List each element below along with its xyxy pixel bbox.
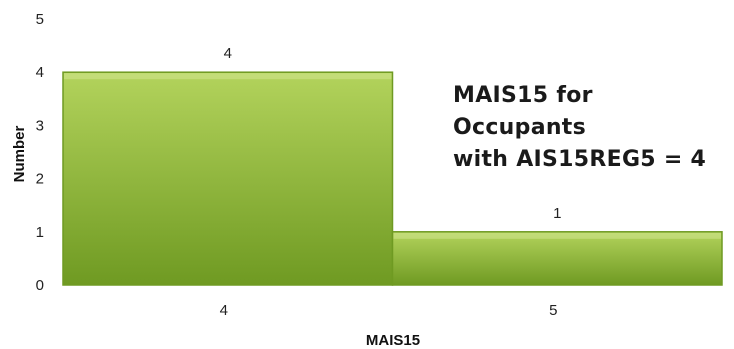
bar-highlight [64, 73, 392, 80]
y-tick-label: 1 [36, 224, 44, 241]
y-tick-label: 2 [36, 171, 44, 188]
x-tick-label: 5 [549, 302, 557, 319]
bar-highlight [393, 232, 721, 239]
y-axis-label: Number [11, 126, 28, 183]
bar-data-label: 1 [553, 205, 561, 222]
bar [391, 231, 723, 286]
chart-title: MAIS15 for Occupants with AIS15REG5 = 4 [453, 80, 733, 176]
x-axis-label: MAIS15 [366, 332, 420, 349]
y-tick-label: 3 [36, 117, 44, 134]
y-tick-label: 5 [36, 11, 44, 28]
bar-data-label: 4 [224, 45, 232, 62]
chart-title-line-2: with AIS15REG5 = 4 [453, 147, 707, 172]
chart-title-line-1: MAIS15 for Occupants [453, 83, 593, 140]
y-tick-label: 4 [36, 64, 44, 81]
x-tick-label: 4 [220, 302, 228, 319]
bar [62, 71, 394, 286]
y-tick-label: 0 [36, 277, 44, 294]
